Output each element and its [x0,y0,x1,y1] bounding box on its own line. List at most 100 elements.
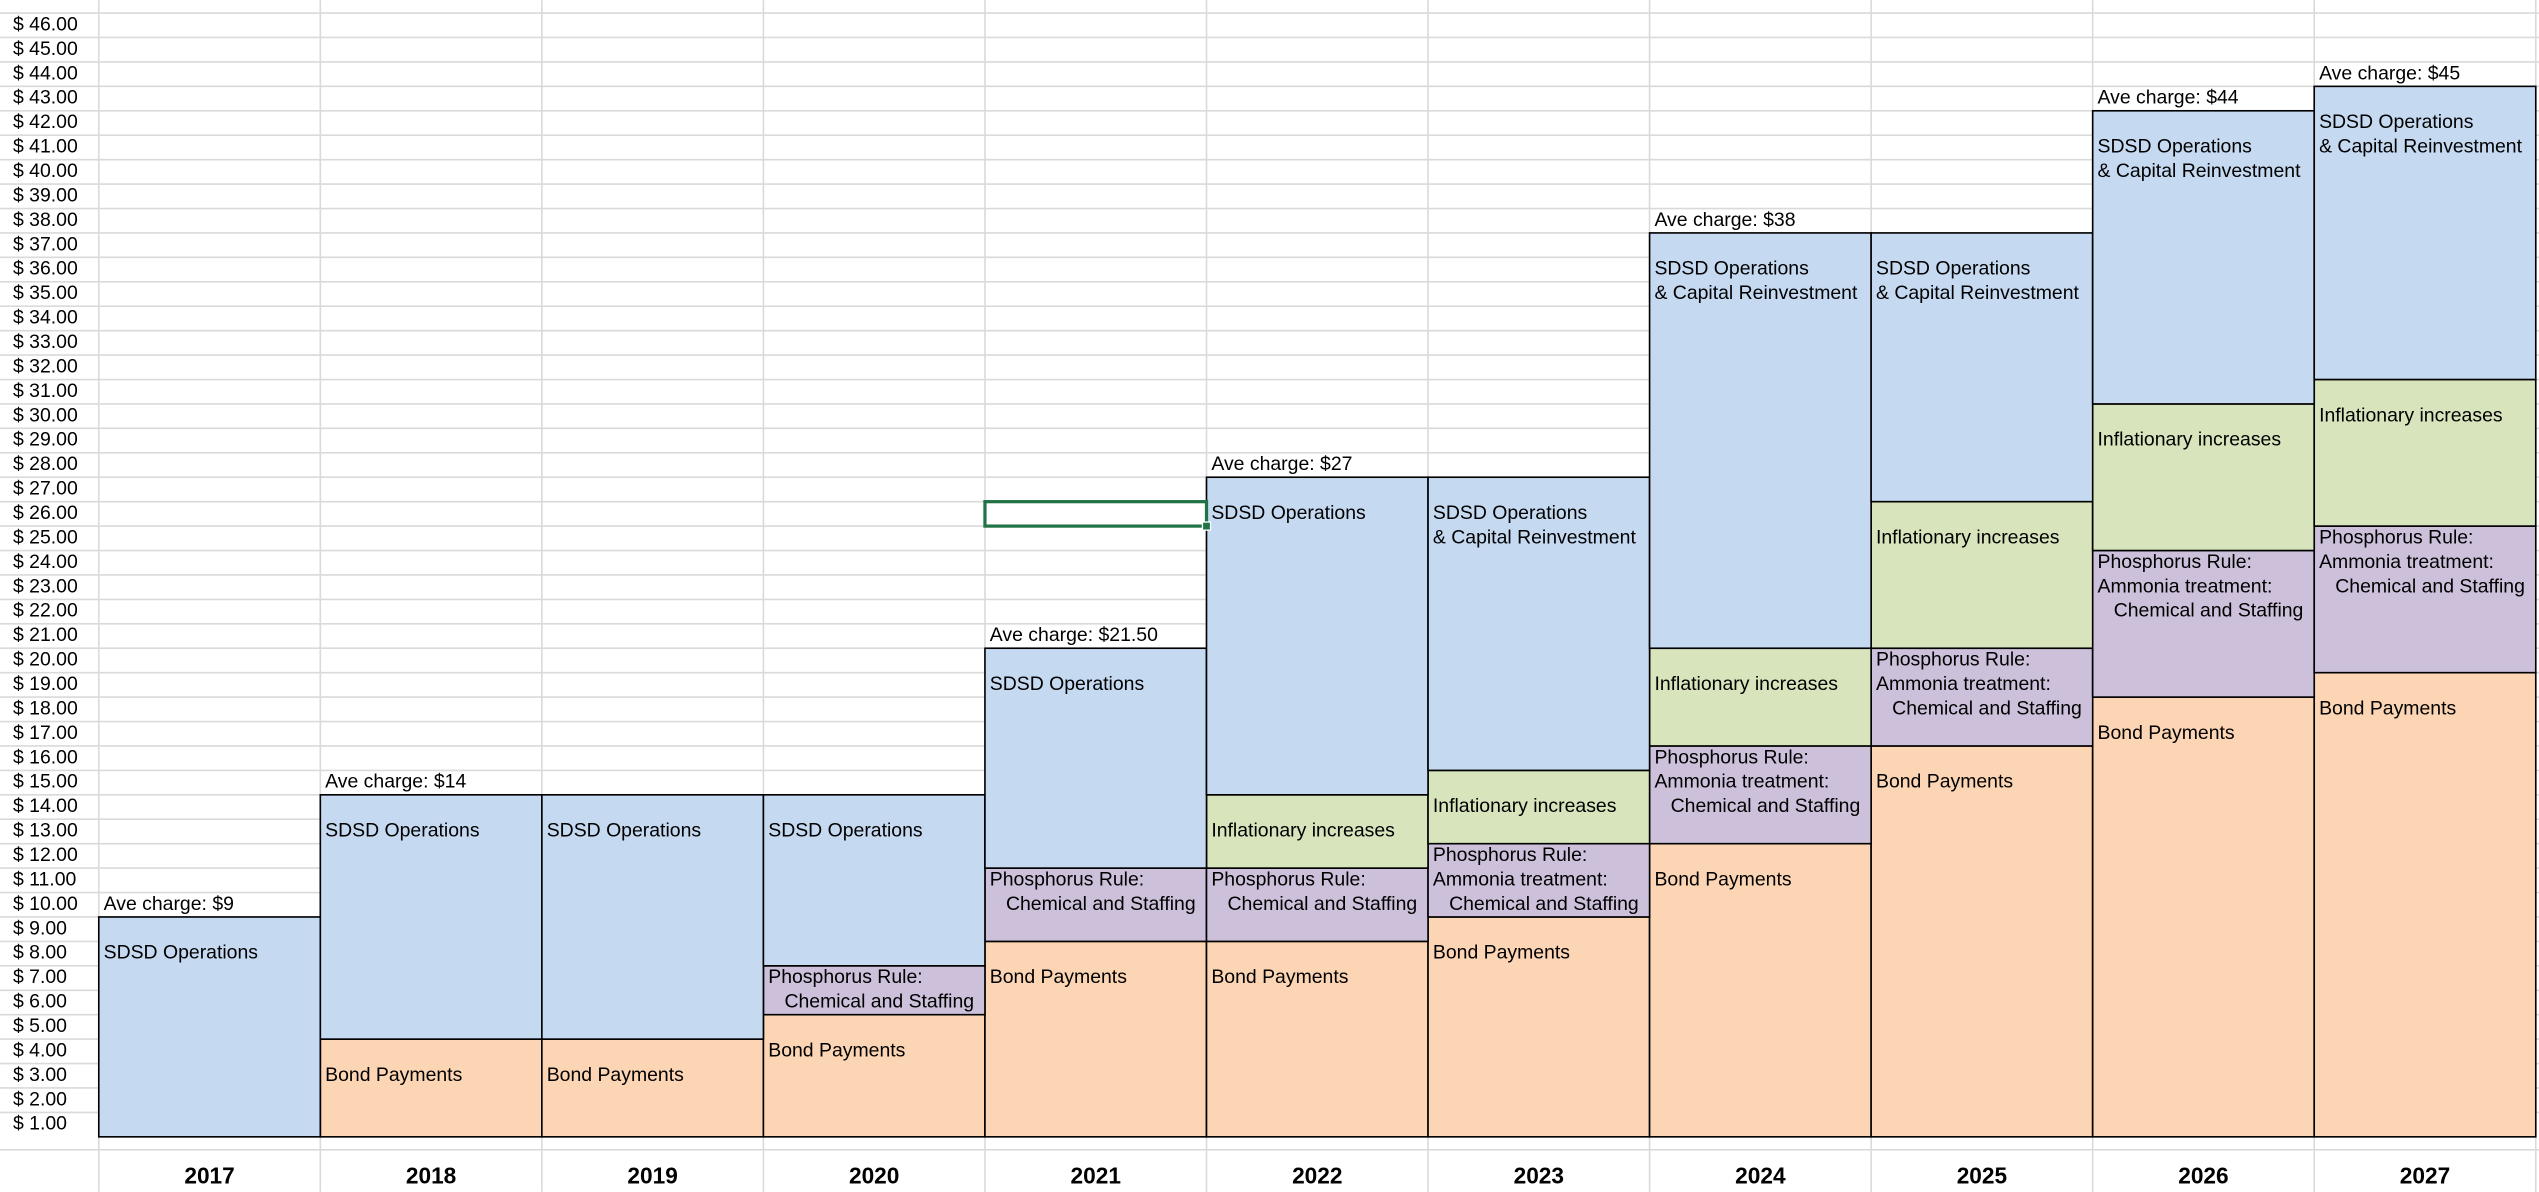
segment-label: Phosphorus Rule: [1433,844,1587,866]
segment-label: & Capital Reinvestment [1654,282,1858,304]
segment-label: Bond Payments [2098,722,2235,744]
y-tick-label: $ 23.00 [13,575,78,597]
segment-label: SDSD Operations [1433,502,1588,524]
bar-segment [1648,647,1872,747]
annotation: Ave charge: $45 [2319,62,2460,84]
y-tick-label: $ 35.00 [13,282,78,304]
segment-label: Inflationary increases [2319,404,2503,426]
bar-segment [1205,476,1429,796]
segment-label: Ammonia treatment: [1654,771,1829,793]
segment-label: & Capital Reinvestment [1433,526,1637,548]
y-tick-label: $ 8.00 [13,942,67,964]
y-tick-label: $ 46.00 [13,13,78,35]
bar-segment [984,940,1208,1138]
segment-label: & Capital Reinvestment [2098,160,2302,182]
segment-label: Bond Payments [1654,868,1791,890]
x-tick-label: 2019 [627,1162,677,1188]
x-tick-label: 2024 [1735,1162,1786,1188]
y-tick-label: $ 9.00 [13,917,67,939]
y-tick-label: $ 44.00 [13,62,78,84]
bar-segment [1870,500,2094,650]
segment-label: Bond Payments [1433,942,1570,964]
segment-label: Bond Payments [768,1039,905,1061]
segment-label: Phosphorus Rule: [1654,746,1808,768]
y-tick-label: $ 43.00 [13,87,78,109]
segment-label: Phosphorus Rule: [2098,551,2252,573]
segment-label: SDSD Operations [2098,136,2253,158]
segment-label: Bond Payments [990,966,1127,988]
segment-label: Chemical and Staffing [990,893,1196,915]
segment-label: SDSD Operations [1876,258,2031,280]
segment-label: Chemical and Staffing [1433,893,1639,915]
segment-label: Bond Payments [2319,697,2456,719]
y-tick-label: $ 30.00 [13,404,78,426]
y-tick-label: $ 20.00 [13,649,78,671]
segment-label: Chemical and Staffing [768,991,974,1013]
segment-label: Phosphorus Rule: [768,966,922,988]
y-tick-label: $ 33.00 [13,331,78,353]
segment-label: Chemical and Staffing [1211,893,1417,915]
bar-segment [1205,794,1429,869]
segment-label: Bond Payments [547,1064,684,1086]
fill-handle [1201,521,1212,531]
annotation: Ave charge: $14 [325,771,466,793]
y-tick-label: $ 38.00 [13,209,78,231]
segment-label: Bond Payments [325,1064,462,1086]
y-tick-label: $ 18.00 [13,697,78,719]
segment-label: Inflationary increases [1876,526,2060,548]
y-tick-label: $ 37.00 [13,233,78,255]
y-tick-label: $ 31.00 [13,380,78,402]
y-tick-label: $ 13.00 [13,820,78,842]
segment-label: Phosphorus Rule: [1876,649,2030,671]
y-tick-label: $ 29.00 [13,429,78,451]
bar-segment [762,965,986,1016]
segment-label: Chemical and Staffing [2319,575,2525,597]
bar-segment [2091,403,2316,552]
x-tick-label: 2023 [1514,1162,1564,1188]
bar-segment [762,1013,986,1138]
bar-segment [2091,549,2316,698]
y-tick-label: $ 16.00 [13,746,78,768]
segment-label: SDSD Operations [768,820,923,842]
segment-label: Inflationary increases [1433,795,1617,817]
segment-label: & Capital Reinvestment [2319,136,2523,158]
x-tick-label: 2021 [1071,1162,1121,1188]
y-tick-label: $ 45.00 [13,38,78,60]
bar-segment [1648,842,1872,1138]
y-tick-label: $ 28.00 [13,453,78,475]
segment-label: Ammonia treatment: [1433,868,1608,890]
bar-segment [1870,232,2094,503]
bar-segment [541,1038,765,1138]
y-tick-label: $ 36.00 [13,258,78,280]
y-tick-label: $ 42.00 [13,111,78,133]
y-tick-label: $ 17.00 [13,722,78,744]
bar-segment [319,794,543,1040]
bar-segment [97,916,322,1138]
x-tick-label: 2022 [1292,1162,1342,1188]
selected-cell [983,500,1209,528]
segment-label: Chemical and Staffing [1654,795,1860,817]
y-tick-label: $ 41.00 [13,136,78,158]
y-tick-label: $ 5.00 [13,1015,67,1037]
bar-segment [1870,745,2094,1138]
y-tick-label: $ 40.00 [13,160,78,182]
bar-segment [541,794,765,1040]
bar-segment [762,794,986,967]
y-tick-label: $ 26.00 [13,502,78,524]
segment-label: Ammonia treatment: [1876,673,2051,695]
segment-label: SDSD Operations [2319,111,2474,133]
x-tick-label: 2026 [2178,1162,2228,1188]
y-tick-label: $ 2.00 [13,1088,67,1110]
x-tick-label: 2017 [184,1162,234,1188]
segment-label: Ammonia treatment: [2319,551,2494,573]
y-tick-label: $ 12.00 [13,844,78,866]
y-tick-label: $ 34.00 [13,307,78,329]
x-tick-label: 2027 [2400,1162,2450,1188]
segment-label: SDSD Operations [1654,258,1809,280]
x-tick-label: 2018 [406,1162,456,1188]
annotation: Ave charge: $44 [2098,87,2239,109]
annotation: Ave charge: $9 [104,893,234,915]
segment-label: SDSD Operations [547,820,702,842]
y-tick-label: $ 19.00 [13,673,78,695]
